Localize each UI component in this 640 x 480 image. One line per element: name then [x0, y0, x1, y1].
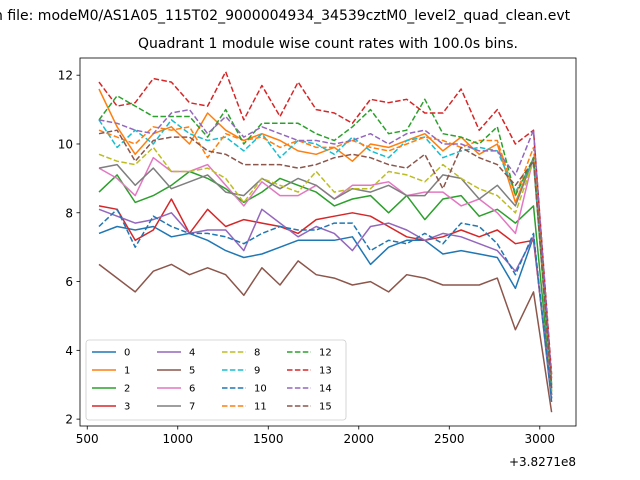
series-line-0	[98, 225, 553, 402]
x-axis: 500 1000 1500 2000 2500 3000	[76, 426, 555, 446]
series-line-7	[98, 156, 553, 396]
legend-label-11: 11	[254, 402, 267, 413]
legend-label-4: 4	[189, 348, 195, 359]
legend-label-3: 3	[124, 402, 130, 413]
plot-frame	[79, 57, 577, 427]
x-tick-label: 500	[76, 432, 99, 446]
y-tick-label: 10	[58, 137, 73, 151]
x-offset-label: +3.8271e8	[509, 455, 576, 469]
figure-suptitle: n file: modeM0/AS1A05_115T02_9000004934_…	[0, 8, 571, 24]
series-line-2	[98, 170, 553, 392]
legend-label-5: 5	[189, 366, 195, 377]
series-line-12	[98, 95, 553, 385]
x-tick-label: 1500	[253, 432, 284, 446]
series-line-5	[98, 260, 553, 413]
legend-label-10: 10	[254, 384, 267, 395]
y-tick-label: 6	[65, 275, 73, 289]
x-tick-label: 1000	[162, 432, 193, 446]
legend-label-1: 1	[124, 366, 130, 377]
legend-label-9: 9	[254, 366, 260, 377]
legend-box	[85, 339, 347, 421]
legend-label-0: 0	[124, 348, 130, 359]
legend-label-7: 7	[189, 402, 195, 413]
y-tick-label: 12	[58, 69, 73, 83]
y-tick-label: 4	[65, 344, 73, 358]
series-line-1	[98, 88, 553, 385]
legend-label-2: 2	[124, 384, 130, 395]
legend-label-13: 13	[319, 366, 332, 377]
series-line-13	[98, 71, 553, 375]
series-line-9	[98, 119, 553, 385]
series-line-8	[98, 146, 553, 392]
legend-label-15: 15	[319, 402, 332, 413]
y-tick-label: 2	[65, 413, 73, 427]
chart-title: Quadrant 1 module wise count rates with …	[138, 36, 518, 52]
legend-label-6: 6	[189, 384, 195, 395]
x-tick-label: 2000	[344, 432, 375, 446]
series-line-15	[98, 129, 553, 389]
y-axis: 2 4 6 8 10 12	[58, 69, 80, 427]
series-line-10	[98, 208, 553, 399]
legend-label-8: 8	[254, 348, 260, 359]
series-line-14	[98, 108, 553, 378]
y-tick-label: 8	[65, 206, 73, 220]
x-tick-label: 2500	[434, 432, 465, 446]
series-line-11	[98, 126, 553, 382]
series-layer	[98, 71, 553, 413]
legend-label-14: 14	[319, 384, 332, 395]
x-tick-label: 3000	[525, 432, 556, 446]
series-line-4	[98, 208, 553, 399]
series-line-3	[98, 198, 553, 396]
legend-label-12: 12	[319, 348, 332, 359]
